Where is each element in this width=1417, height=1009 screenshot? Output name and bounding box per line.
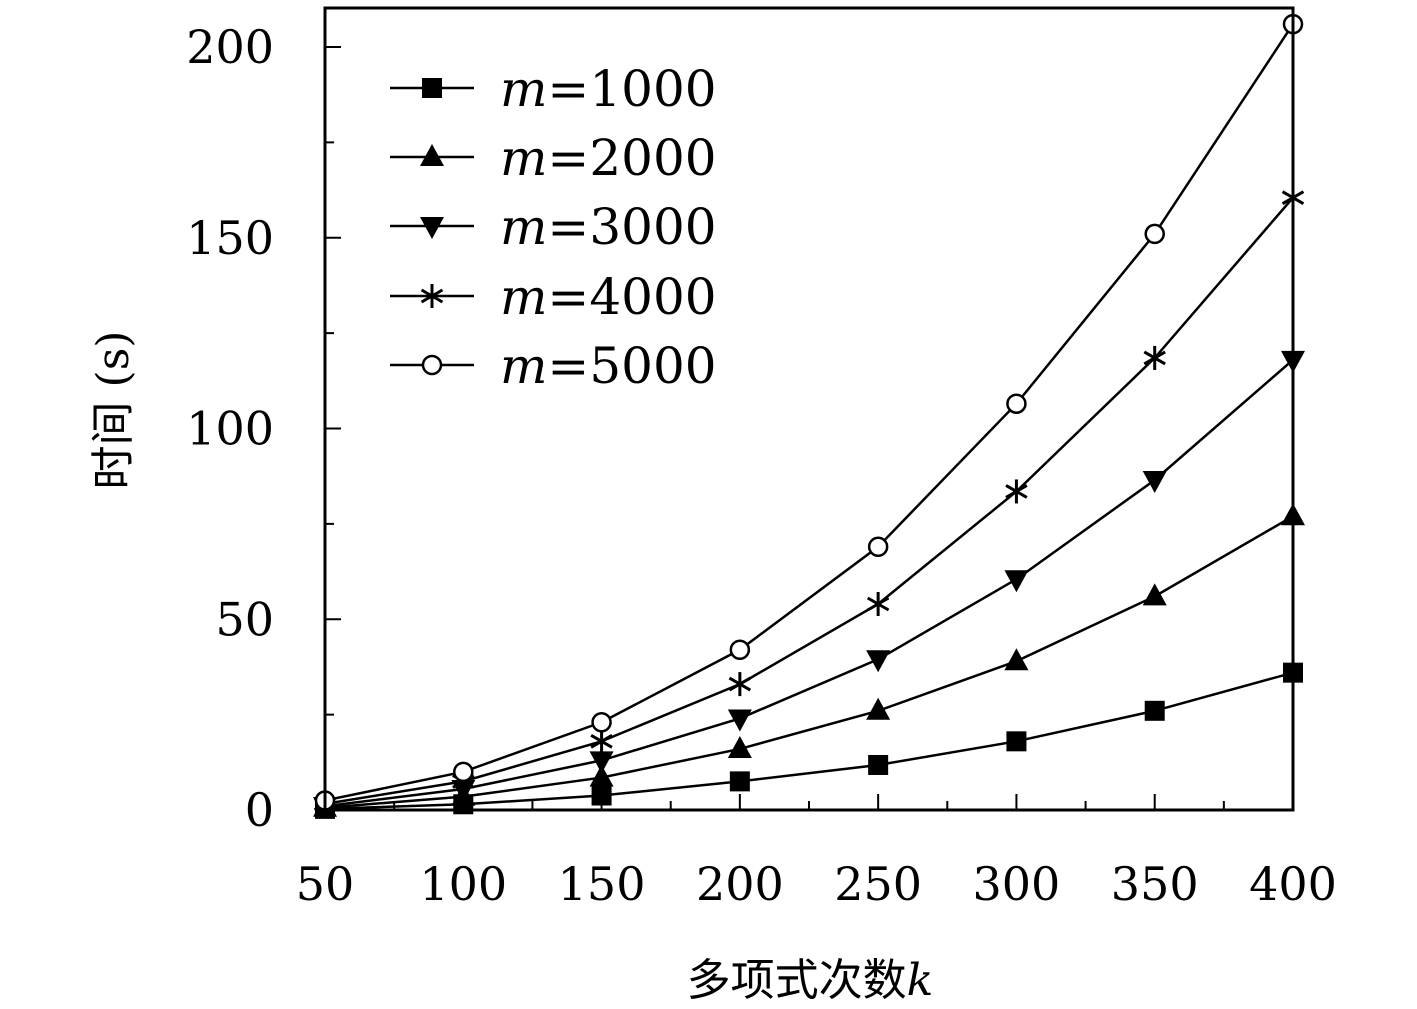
legend-label-value: =4000 — [547, 268, 716, 326]
series-layer — [313, 13, 1305, 820]
data-point — [729, 771, 750, 792]
x-axis-title-text: 多项式次数 — [687, 955, 907, 1006]
data-point — [867, 536, 889, 558]
x-tick-label: 50 — [296, 857, 355, 911]
series-m=3000 — [313, 350, 1305, 820]
legend-entry: m=3000 — [390, 198, 717, 256]
legend-marker — [420, 217, 444, 239]
legend-label-value: =3000 — [547, 198, 716, 256]
legend-label-var: m — [500, 268, 547, 326]
x-tick-label: 300 — [973, 857, 1061, 911]
data-point — [866, 591, 890, 616]
y-axis-title: 时间 (s) — [88, 331, 139, 490]
y-tick-label: 150 — [186, 211, 274, 265]
series-line — [324, 515, 1294, 809]
x-tick-label: 350 — [1111, 857, 1199, 911]
legend-label-var: m — [500, 129, 547, 187]
legend-label-value: =1000 — [547, 60, 716, 118]
legend-entry: m=5000 — [390, 337, 717, 395]
data-point — [1004, 648, 1029, 671]
data-point — [868, 754, 889, 775]
y-tick-label: 100 — [186, 402, 274, 456]
data-point — [589, 764, 614, 787]
x-tick-label: 200 — [696, 857, 784, 911]
data-point — [866, 650, 891, 673]
legend-label: m=3000 — [500, 198, 717, 256]
data-point — [589, 751, 614, 774]
data-point — [1144, 700, 1165, 721]
data-point — [1143, 345, 1166, 370]
data-point — [727, 735, 752, 758]
data-point — [1006, 731, 1027, 752]
x-tick-label: 250 — [834, 857, 922, 911]
y-tick-label: 0 — [245, 783, 274, 837]
data-point — [728, 672, 752, 697]
series-m=4000 — [313, 185, 1305, 816]
series-line — [324, 23, 1295, 802]
x-tick-label: 150 — [558, 857, 646, 911]
data-point — [1142, 471, 1167, 494]
y-tick-label: 200 — [186, 20, 274, 74]
legend-entry: m=1000 — [390, 60, 717, 118]
legend-label-var: m — [500, 337, 547, 395]
series-m=1000 — [315, 662, 1303, 819]
data-point — [453, 761, 474, 783]
y-tick-label: 50 — [215, 592, 274, 646]
x-axis: 50 100 150 200 250 300 350 400 — [296, 794, 1337, 911]
y-axis: 0 50 100 150 200 — [186, 20, 341, 837]
legend-entry: m=2000 — [390, 129, 717, 187]
legend-label: m=5000 — [500, 337, 717, 395]
legend-label: m=4000 — [500, 268, 717, 326]
x-tick-label: 100 — [419, 857, 507, 911]
data-point — [1005, 479, 1028, 504]
x-tick-label: 400 — [1249, 857, 1337, 911]
legend-entry: m=4000 — [390, 268, 717, 326]
legend-label-value: =2000 — [547, 129, 716, 187]
data-point — [1142, 583, 1167, 606]
legend-label: m=1000 — [500, 60, 717, 118]
data-point — [1006, 393, 1027, 414]
legend-marker — [421, 354, 443, 376]
series-line — [324, 196, 1294, 806]
legend-label-value: =5000 — [547, 337, 716, 395]
legend-marker — [420, 284, 444, 308]
data-point — [729, 639, 751, 661]
data-point — [1144, 223, 1165, 245]
series-line — [324, 358, 1294, 808]
legend-label-var: m — [500, 60, 547, 118]
legend-marker — [420, 144, 444, 166]
data-point — [727, 709, 752, 732]
x-axis-title-var: k — [907, 955, 934, 1006]
series-line — [324, 671, 1294, 811]
x-axis-title: 多项式次数k — [687, 955, 934, 1006]
data-point — [1004, 570, 1029, 593]
series-m=5000 — [314, 13, 1304, 811]
data-point — [590, 729, 613, 754]
legend-label: m=2000 — [500, 129, 717, 187]
legend-marker — [422, 78, 442, 98]
data-point — [866, 697, 891, 720]
data-point — [591, 712, 612, 733]
legend-label-var: m — [500, 198, 547, 256]
